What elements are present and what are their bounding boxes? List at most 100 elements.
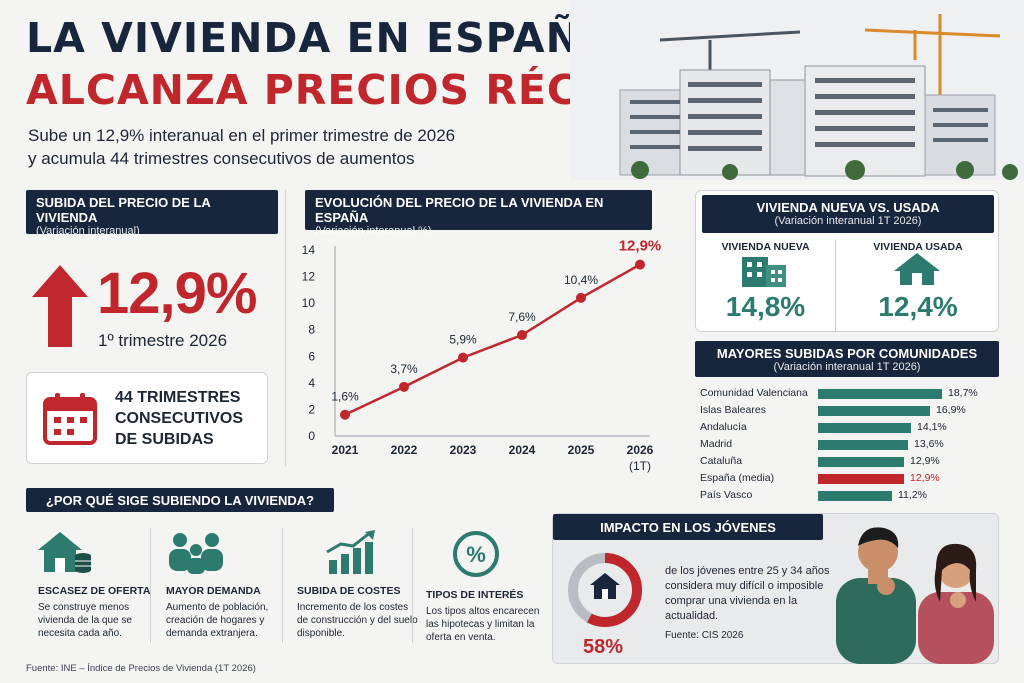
region-bar	[818, 491, 892, 501]
why-title: ¿POR QUÉ SIGE SUBIENDO LA VIVIENDA?	[45, 493, 315, 508]
evolution-panel-subtitle: (Variación interanual %)	[315, 225, 432, 237]
data-label: 10,4%	[564, 273, 598, 287]
why-item-title: SUBIDA DE COSTES	[297, 585, 401, 597]
x-tick-label: 2021	[332, 443, 359, 457]
youth-text: de los jóvenes entre 25 y 34 años consid…	[665, 565, 830, 622]
data-label: 7,6%	[508, 310, 536, 324]
rising-bars-icon	[326, 530, 375, 574]
region-value: 13,6%	[914, 438, 944, 450]
streak-line1: 44 TRIMESTRES	[115, 389, 241, 406]
y-tick-label: 0	[308, 429, 315, 443]
y-tick-label: 10	[302, 296, 316, 310]
region-name: Islas Baleares	[700, 404, 766, 416]
rise-panel-header: SUBIDA DEL PRECIO DE LA VIVIENDA (Variac…	[26, 190, 278, 237]
region-name: Madrid	[700, 438, 733, 450]
data-point	[635, 259, 645, 270]
rise-panel-title: SUBIDA DEL PRECIO DE LA VIVIENDA	[36, 195, 211, 225]
new-vs-used-subtitle: (Variación interanual 1T 2026)	[774, 215, 922, 227]
youth-source: Fuente: CIS 2026	[665, 630, 744, 641]
new-value: 14,8%	[725, 291, 806, 322]
evolution-panel-title: EVOLUCIÓN DEL PRECIO DE LA VIVIENDA EN E…	[315, 195, 604, 225]
region-row: Comunidad Valenciana 18,7%	[700, 386, 1000, 402]
region-name: Andalucía	[700, 421, 747, 433]
youth-card: IMPACTO EN LOS JÓVENES 58% de los jóvene…	[552, 513, 999, 664]
x-tick-label-sub: (1T)	[629, 459, 651, 473]
evolution-panel-header: EVOLUCIÓN DEL PRECIO DE LA VIVIENDA EN E…	[305, 190, 652, 237]
region-name: Cataluña	[700, 455, 743, 467]
region-row: País Vasco 11,2%	[700, 488, 1000, 504]
why-item-costs: SUBIDA DE COSTES Incremento de los coste…	[297, 530, 422, 640]
why-item-desc: Se construye menos vivienda de la que se…	[38, 602, 132, 639]
region-row: Islas Baleares 16,9%	[700, 403, 1000, 419]
data-point	[399, 381, 409, 392]
data-point	[458, 352, 468, 363]
why-item-desc: Los tipos altos encarecen las hipotecas …	[426, 606, 540, 643]
subtitle-line2: y acumula 44 trimestres consecutivos de …	[28, 149, 415, 168]
young-people-illustration	[836, 527, 994, 664]
x-tick-label: 2023	[450, 443, 477, 457]
house-icon	[894, 253, 940, 285]
region-bar	[818, 423, 911, 433]
divider	[285, 190, 286, 466]
data-label: 5,9%	[449, 333, 477, 347]
used-value: 12,4%	[878, 291, 958, 322]
subtitle: Sube un 12,9% interanual en el primer tr…	[28, 124, 455, 170]
data-point	[576, 292, 586, 303]
why-item-demand: MAYOR DEMANDA Aumento de población, crea…	[166, 530, 291, 640]
region-row: Madrid 13,6%	[700, 437, 1000, 453]
region-value: 12,9%	[910, 455, 940, 467]
x-tick-label: 2022	[391, 443, 418, 457]
region-row: España (media) 12,9%	[700, 471, 1000, 487]
svg-text:%: %	[466, 542, 486, 567]
streak-line3: DE SUBIDAS	[115, 431, 214, 448]
youth-title: IMPACTO EN LOS JÓVENES	[600, 520, 776, 535]
why-header: ¿POR QUÉ SIGE SUBIENDO LA VIVIENDA?	[26, 488, 334, 512]
house-icon	[590, 573, 620, 599]
x-tick-label: 2024	[509, 443, 536, 457]
building-icon	[742, 257, 786, 287]
why-item-title: TIPOS DE INTERÉS	[426, 589, 524, 601]
arrow-up-icon	[32, 265, 88, 347]
region-value: 16,9%	[936, 404, 966, 416]
region-row: Andalucía 14,1%	[700, 420, 1000, 436]
region-name: País Vasco	[700, 489, 753, 501]
data-point	[340, 409, 350, 420]
y-tick-label: 14	[302, 243, 316, 257]
youth-value: 58%	[583, 636, 624, 658]
region-value: 12,9%	[910, 472, 940, 484]
rise-period: 1º trimestre 2026	[98, 331, 228, 350]
main-title-line1: LA VIVIENDA EN ESPAÑA	[26, 14, 614, 62]
new-vs-used-divider	[835, 239, 836, 331]
why-divider	[412, 528, 413, 643]
region-value: 14,1%	[917, 421, 947, 433]
y-tick-label: 4	[308, 376, 315, 390]
region-bar	[818, 474, 904, 484]
streak-text: 44 TRIMESTRES CONSECUTIVOS DE SUBIDAS	[115, 387, 243, 450]
subtitle-line1: Sube un 12,9% interanual en el primer tr…	[28, 126, 456, 145]
data-label: 12,9%	[619, 238, 662, 255]
donut-value-arc	[568, 553, 642, 627]
why-item-supply: ESCASEZ DE OFERTA Se construye menos viv…	[38, 530, 163, 640]
why-item-desc: Incremento de los costes de construcción…	[297, 602, 418, 639]
series-line	[344, 263, 641, 416]
streak-card: 44 TRIMESTRES CONSECUTIVOS DE SUBIDAS	[26, 372, 268, 464]
calendar-icon	[43, 393, 97, 445]
streak-line2: CONSECUTIVOS	[115, 410, 244, 427]
region-name: Comunidad Valenciana	[700, 387, 808, 399]
region-value: 11,2%	[898, 489, 927, 501]
why-divider	[282, 528, 283, 643]
regions-subtitle: (Variación interanual 1T 2026)	[773, 361, 921, 373]
data-label: 1,6%	[331, 390, 359, 404]
rise-value: 12,9%	[97, 261, 257, 326]
evolution-line-chart: 0 2 4 6 8 10 12 14 1,6% 2021 3,7% 2022 5,9% 2023 7,6% 2…	[302, 238, 662, 473]
data-point	[517, 330, 527, 341]
why-divider	[150, 528, 151, 643]
y-tick-label: 2	[308, 402, 315, 416]
new-vs-used-title: VIVIENDA NUEVA VS. USADA	[756, 200, 940, 215]
used-label: VIVIENDA USADA	[873, 241, 963, 253]
why-item-title: MAYOR DEMANDA	[166, 585, 261, 597]
new-label: VIVIENDA NUEVA	[721, 241, 810, 253]
regions-title: MAYORES SUBIDAS POR COMUNIDADES	[716, 346, 978, 361]
region-bar	[818, 389, 942, 399]
regions-header: MAYORES SUBIDAS POR COMUNIDADES (Variaci…	[695, 341, 999, 377]
